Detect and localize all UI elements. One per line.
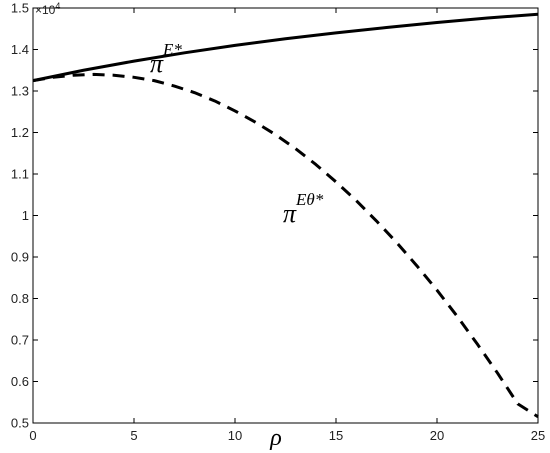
series-label-pi-e-star: πE*: [150, 40, 182, 78]
y-tick-label: 1.4: [11, 42, 29, 57]
x-tick-label: 5: [130, 428, 137, 443]
y-tick-label: 0.7: [11, 333, 29, 348]
plot-area: [32, 7, 539, 424]
y-tick-label: 0.6: [11, 374, 29, 389]
y-tick-label: 1: [22, 208, 29, 223]
y-tick-label: 0.5: [11, 416, 29, 431]
series-layer: [32, 12, 539, 419]
y-axis: 0.5 0.6 0.7 0.8 0.9 1 1.1 1.2 1.3 1.4 1.5: [11, 1, 538, 431]
x-axis: 0 5 10 15 20 25: [29, 8, 545, 443]
x-tick-label: 20: [430, 428, 444, 443]
series-line-pi-e-theta-star: [32, 72, 539, 419]
series-label-pi-e-theta-star: πEθ*: [283, 190, 324, 228]
y-tick-label: 1.5: [11, 1, 29, 16]
x-tick-label: 15: [329, 428, 343, 443]
y-exponent-label: ×104: [35, 1, 60, 17]
y-tick-label: 1.1: [11, 167, 29, 182]
y-tick-label: 1.3: [11, 84, 29, 99]
y-tick-label: 0.9: [11, 250, 29, 265]
y-tick-label: 1.2: [11, 125, 29, 140]
x-axis-title: ρ: [269, 425, 282, 451]
x-tick-label: 10: [228, 428, 242, 443]
x-tick-label: 0: [29, 428, 36, 443]
x-tick-label: 25: [531, 428, 545, 443]
y-tick-label: 0.8: [11, 291, 29, 306]
series-line-pi-e-star: [32, 12, 539, 83]
